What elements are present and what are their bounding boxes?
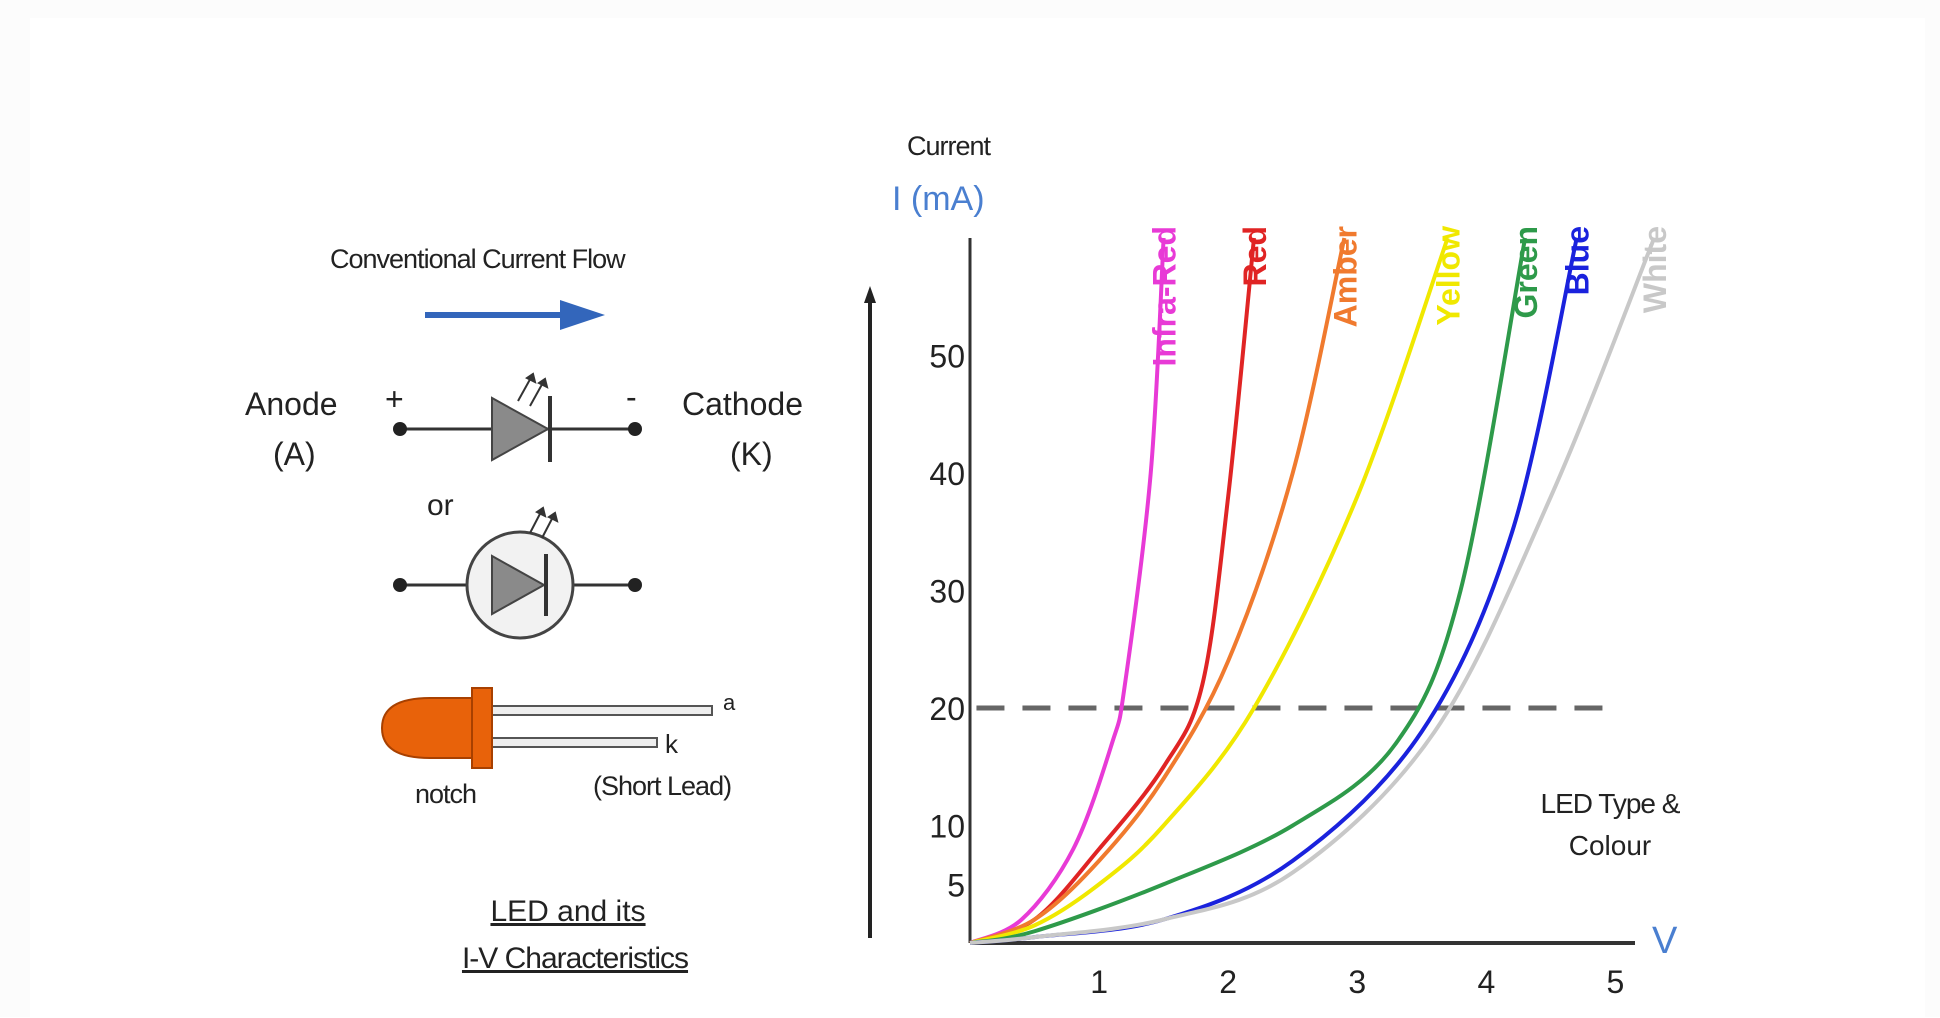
led-symbol-panel: Conventional Current Flow Anode (A) + Ca… <box>245 244 803 975</box>
y-tick-label: 20 <box>929 691 965 727</box>
series-curve-white <box>969 237 1657 945</box>
anode-symbol-label: (A) <box>273 436 316 472</box>
physical-led-icon <box>380 687 713 769</box>
caption-line1: LED and its <box>490 895 645 928</box>
led-schematic-symbol <box>393 372 642 462</box>
light-emission-arrows-icon <box>529 506 559 539</box>
short-lead-text: (Short Lead) <box>593 771 731 801</box>
y-axis-label-line2: I (mA) <box>892 180 985 218</box>
series-curve-red <box>969 237 1256 945</box>
current-flow-arrow-icon <box>425 300 605 330</box>
series-label: Yellow <box>1431 226 1467 326</box>
plus-sign: + <box>385 381 404 417</box>
series-curves <box>969 237 1657 945</box>
y-axis-label-line1: Current <box>907 131 992 161</box>
legend-title-line2: Colour <box>1569 830 1651 861</box>
led-diagram: Conventional Current Flow Anode (A) + Ca… <box>245 131 1682 1000</box>
notch-label: notch <box>415 779 476 809</box>
legend-title-line1: LED Type & <box>1541 788 1681 819</box>
series-curve-yellow <box>969 237 1450 945</box>
y-axis-arrow-icon <box>864 286 876 303</box>
minus-sign: - <box>626 379 637 415</box>
light-emission-arrows-icon <box>517 372 549 407</box>
series-label: Amber <box>1327 226 1363 327</box>
iv-chart: Current I (mA) V LED Type & Colour 5 10 20… <box>864 131 1682 1000</box>
long-lead-label: a <box>723 690 736 715</box>
conventional-current-label: Conventional Current Flow <box>330 244 626 274</box>
x-tick-label: 1 <box>1090 964 1108 1000</box>
cathode-symbol-label: (K) <box>730 436 773 472</box>
x-axis-label: V <box>1652 920 1678 962</box>
series-curve-infra-red <box>969 237 1166 945</box>
y-tick-label: 10 <box>929 809 965 845</box>
x-tick-label: 2 <box>1219 964 1237 1000</box>
series-curve-green <box>969 237 1528 945</box>
diagram-panel: Conventional Current Flow Anode (A) + Ca… <box>30 18 1925 1018</box>
series-label: Red <box>1237 226 1273 286</box>
x-tick-labels: 1 2 3 4 5 <box>1090 964 1624 1000</box>
led-circled-symbol <box>393 506 642 640</box>
y-tick-labels: 5 10 20 30 40 50 <box>929 339 965 904</box>
x-tick-label: 5 <box>1607 964 1625 1000</box>
series-curve-amber <box>969 237 1347 945</box>
short-lead-label: k <box>665 729 679 759</box>
y-tick-label: 30 <box>929 574 965 610</box>
y-tick-label: 40 <box>929 456 965 492</box>
caption-line2: I-V Characteristics <box>462 942 688 975</box>
x-tick-label: 4 <box>1477 964 1495 1000</box>
y-tick-label: 5 <box>947 867 965 903</box>
or-text: or <box>427 489 454 522</box>
x-tick-label: 3 <box>1348 964 1366 1000</box>
series-label: Blue <box>1560 226 1596 295</box>
series-label: Green <box>1508 226 1544 318</box>
series-label: Infra-Red <box>1147 226 1183 366</box>
series-label: White <box>1637 226 1673 313</box>
anode-label: Anode <box>245 386 338 422</box>
cathode-label: Cathode <box>682 386 803 422</box>
y-tick-label: 50 <box>929 339 965 375</box>
series-labels: Infra-Red Red Amber Yellow Green Blue White <box>1147 226 1674 367</box>
